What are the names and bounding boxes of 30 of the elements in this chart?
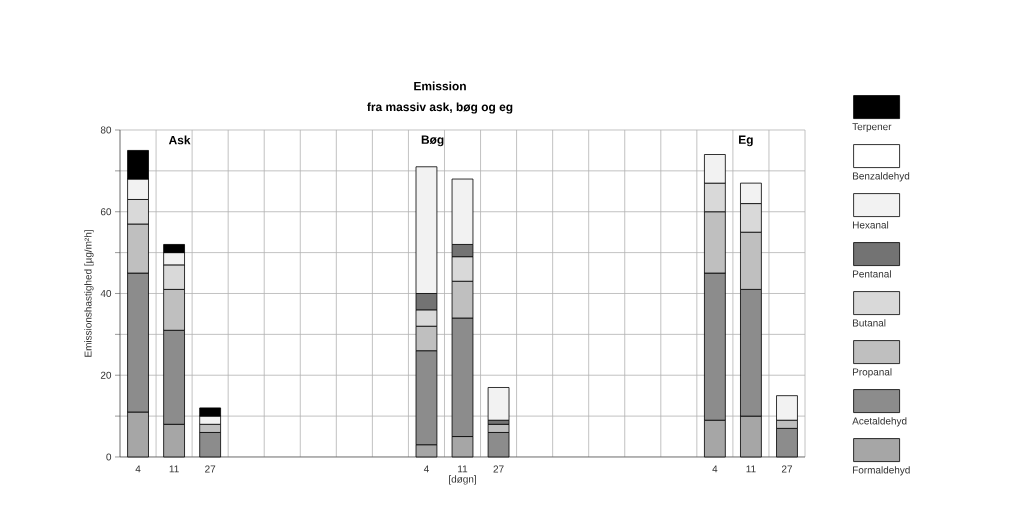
legend-label: Formaldehyd [853,466,910,476]
bar [487,387,510,421]
annotation: Ask [168,135,191,145]
x-tick-label: 11 [169,465,179,473]
y-tick-label: 0 [106,453,112,461]
legend-label: Hexanal [853,221,889,229]
legend-label: Propanal [853,368,892,378]
legend-label: Pentanal [853,270,891,278]
annotation: Eg [739,135,753,147]
x-tick-label: 4 [712,465,718,473]
y-tick-label: 60 [100,208,112,216]
legend-label: Terpener [852,123,892,133]
y-tick-label: 80 [100,126,112,134]
x-tick-label: 4 [423,465,429,473]
x-tick-label: 27 [493,465,504,473]
y-tick-label: 40 [100,289,112,298]
y-axis-title: Emissionshastighed [µg/m²h] [84,230,94,357]
chart-title: Emission [414,81,466,91]
x-tick-label: 4 [135,465,141,473]
legend-label: Butanal [853,319,886,327]
x-tick-label: 27 [205,465,216,473]
x-tick-label: 11 [746,465,756,473]
chart-subtitle: fra massiv ask, bøg og eg [367,102,513,114]
legend-label: Acetaldehyd [852,417,907,427]
legend-label: Benzaldehyd [853,172,910,182]
x-tick-label: 11 [458,465,468,473]
y-tick-label: 20 [100,371,112,379]
x-axis-title: [døgn] [449,475,476,485]
annotation: Bøg [421,135,444,147]
x-tick-label: 27 [781,465,793,473]
